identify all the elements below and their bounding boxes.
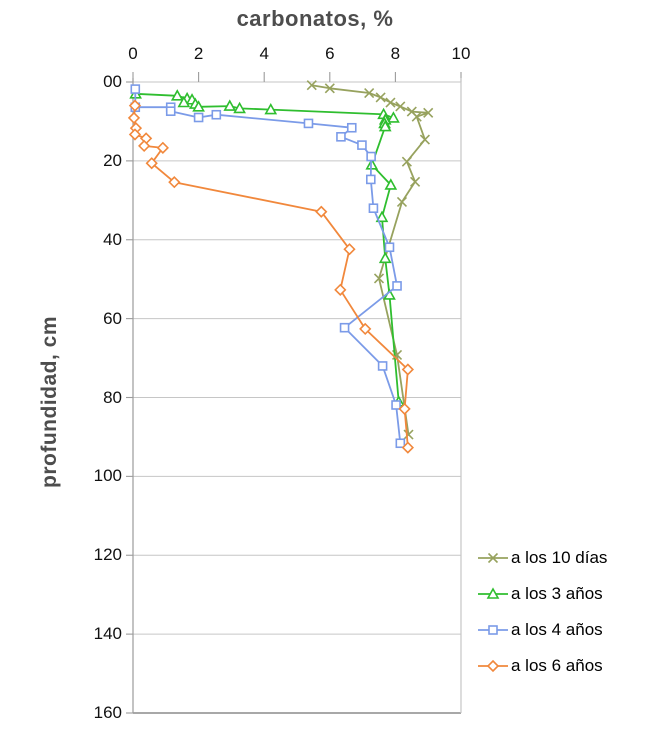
series-x: [306, 80, 434, 440]
y-tick-label: 140: [93, 624, 122, 644]
x-tick-label: 6: [325, 44, 335, 63]
y-tick-label: 20: [103, 150, 122, 170]
y-tick-label: 80: [103, 387, 122, 407]
legend-label: a los 4 años: [511, 620, 603, 639]
x-tick-label: 8: [390, 44, 401, 63]
y-tick-label: 100: [93, 466, 122, 486]
series-line: [311, 84, 430, 435]
y-tick-label: 60: [103, 308, 122, 328]
legend-label: a los 10 días: [511, 548, 608, 567]
y-tick-label: 40: [103, 229, 122, 249]
legend-marker-triangle-icon: [478, 587, 508, 599]
series-diamond: [127, 99, 414, 454]
x-tick-label: 10: [451, 44, 471, 63]
series-triangle: [129, 87, 406, 407]
series-square: [130, 84, 406, 449]
legend-marker-square-icon: [478, 625, 508, 635]
legend-marker-x-icon: [478, 552, 508, 564]
y-tick-label: 160: [93, 703, 122, 722]
legend-label: a los 3 años: [511, 584, 603, 603]
y-axis-title: profundidad, cm: [38, 316, 61, 488]
x-tick-label: 0: [128, 44, 138, 63]
y-tick-label: 00: [103, 72, 122, 91]
x-tick-label: 4: [259, 44, 269, 63]
x-tick-label: 2: [193, 44, 204, 63]
legend: a los 10 días a los 3 años a los 4 años a l…: [478, 540, 607, 684]
y-tick-label: 120: [93, 545, 122, 565]
legend-item: a los 6 años: [478, 648, 607, 684]
legend-item: a los 4 años: [478, 612, 607, 648]
legend-label: a los 6 años: [511, 656, 603, 675]
legend-item: a los 3 años: [478, 576, 607, 612]
legend-marker-diamond-icon: [478, 659, 508, 673]
chart-title: carbonatos, %: [236, 6, 394, 31]
series-line: [135, 92, 400, 402]
legend-item: a los 10 días: [478, 540, 607, 576]
